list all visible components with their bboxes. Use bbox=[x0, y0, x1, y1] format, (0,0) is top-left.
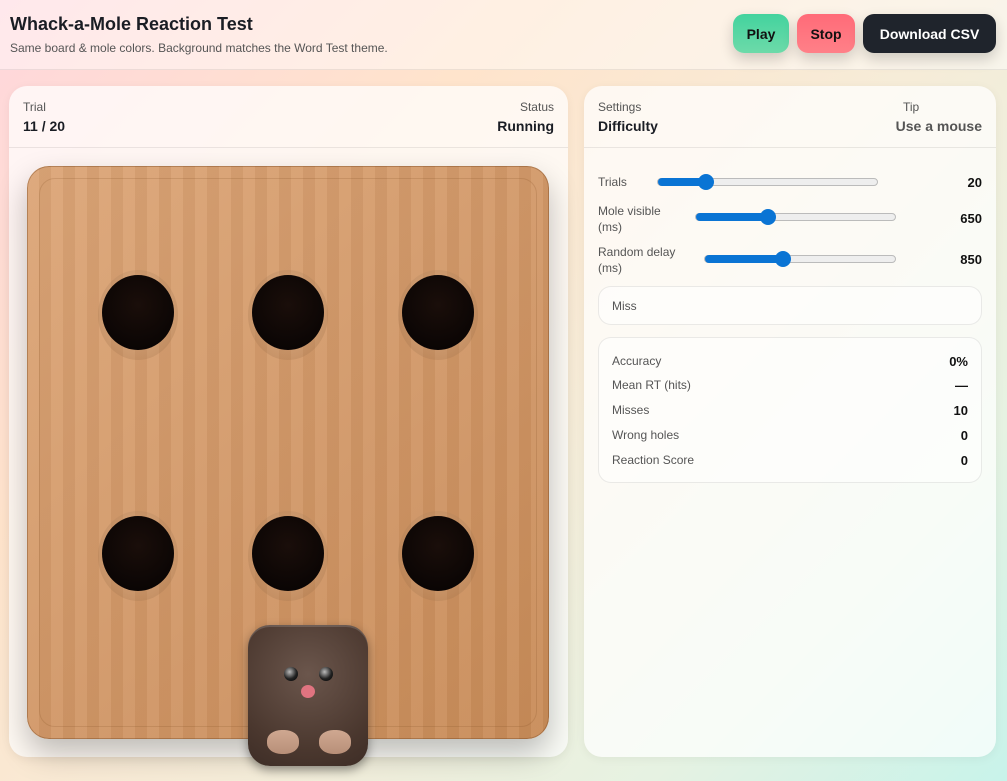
stat-row: Misses 10 bbox=[612, 403, 968, 418]
stat-row: Wrong holes 0 bbox=[612, 428, 968, 443]
hole[interactable] bbox=[398, 270, 478, 360]
page-subtitle: Same board & mole colors. Background mat… bbox=[10, 41, 388, 55]
stop-button[interactable]: Stop bbox=[797, 14, 855, 53]
hole[interactable] bbox=[248, 270, 328, 360]
mole-eye bbox=[319, 667, 333, 681]
play-button[interactable]: Play bbox=[733, 14, 789, 53]
random-delay-value: 850 bbox=[960, 252, 982, 267]
hole[interactable] bbox=[398, 511, 478, 601]
stat-row: Accuracy 0% bbox=[612, 354, 968, 369]
mole-nose bbox=[301, 685, 315, 698]
random-delay-row: Random delay (ms) 850 bbox=[598, 244, 982, 276]
hole[interactable] bbox=[248, 511, 328, 601]
stats-box: Accuracy 0% Mean RT (hits) — Misses 10 Wron… bbox=[598, 337, 982, 483]
settings-card: Settings Difficulty Tip Use a mouse Tria… bbox=[584, 86, 996, 757]
trials-value: 20 bbox=[967, 175, 982, 190]
mole-visible-row: Mole visible (ms) 650 bbox=[598, 203, 982, 235]
mole-eye bbox=[284, 667, 298, 681]
tip-label: Tip bbox=[903, 100, 920, 114]
mole-visible-slider[interactable] bbox=[695, 209, 896, 225]
trials-slider[interactable] bbox=[657, 174, 878, 190]
feedback-box: Miss bbox=[598, 286, 982, 325]
mole-visible-label: Mole visible (ms) bbox=[598, 204, 661, 234]
stat-row: Mean RT (hits) — bbox=[612, 378, 968, 393]
hole[interactable] bbox=[98, 270, 178, 360]
game-card: Trial 11 / 20 Status Running bbox=[9, 86, 568, 766]
mole-paw bbox=[267, 730, 299, 754]
settings-value: Difficulty bbox=[598, 118, 658, 134]
trials-label: Trials bbox=[598, 175, 627, 189]
game-board bbox=[27, 166, 549, 766]
random-delay-label: Random delay (ms) bbox=[598, 245, 676, 275]
tip-value: Use a mouse bbox=[895, 118, 982, 134]
mole-visible-value: 650 bbox=[960, 211, 982, 226]
page-title: Whack-a-Mole Reaction Test bbox=[10, 14, 253, 34]
trial-label: Trial bbox=[23, 100, 46, 114]
download-csv-button[interactable]: Download CSV bbox=[863, 14, 996, 53]
header: Whack-a-Mole Reaction Test Same board & … bbox=[0, 0, 1007, 70]
stat-row: Reaction Score 0 bbox=[612, 453, 968, 468]
trials-row: Trials 20 bbox=[598, 174, 982, 190]
status-label: Status bbox=[519, 100, 554, 114]
settings-label: Settings bbox=[598, 100, 642, 114]
feedback-text: Miss bbox=[612, 299, 637, 313]
trial-value: 11 / 20 bbox=[23, 118, 66, 134]
status-value: Running bbox=[497, 118, 554, 134]
hole[interactable] bbox=[98, 511, 178, 601]
mole-paw bbox=[319, 730, 351, 754]
mole[interactable] bbox=[248, 625, 368, 766]
random-delay-slider[interactable] bbox=[704, 251, 896, 267]
